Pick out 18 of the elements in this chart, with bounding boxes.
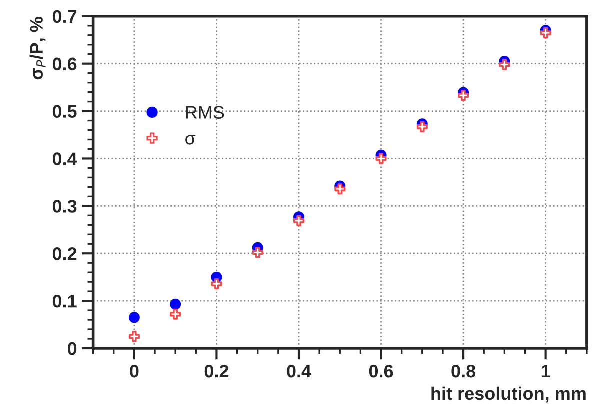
x-tick-label: 0.6 — [369, 364, 394, 378]
y-tick-label: 0 — [68, 342, 77, 356]
y-tick-label: 0.3 — [52, 200, 77, 213]
y-tick-label: 0.7 — [52, 10, 77, 24]
legend-label: σ — [186, 135, 196, 145]
y-tick-label: 0.5 — [52, 105, 77, 118]
x-tick-label: 0.4 — [287, 364, 312, 378]
legend-label: RMS — [186, 106, 224, 119]
x-axis-title: hit resolution, mm — [432, 386, 586, 403]
y-tick-label: 0.6 — [52, 58, 77, 71]
x-tick-label: 0.2 — [204, 364, 229, 378]
y-tick-label: 0.4 — [52, 152, 78, 166]
x-tick-label: 1 — [542, 365, 550, 378]
y-axis-title: σ$_{P}$/P, % — [30, 17, 46, 80]
y-tick-label: 0.1 — [52, 294, 77, 308]
y-tick-label: 0.2 — [52, 248, 77, 260]
x-tick-label: 0.8 — [452, 364, 476, 378]
x-tick-label: 0 — [130, 364, 139, 378]
